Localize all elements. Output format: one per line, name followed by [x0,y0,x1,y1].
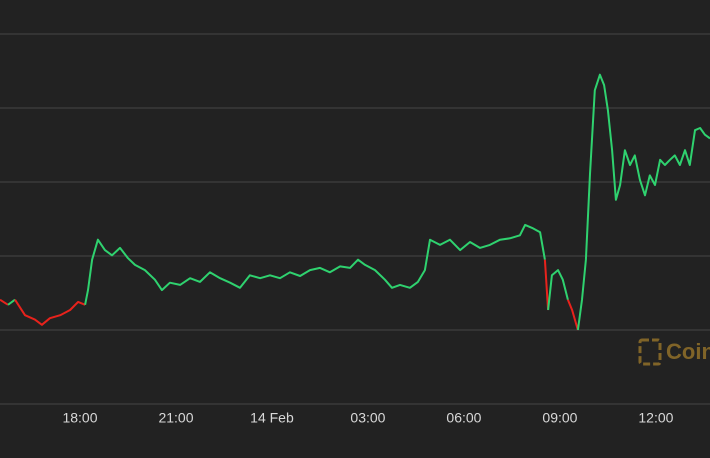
price-line [543,259,550,311]
x-tick-label: 09:00 [542,410,577,426]
x-tick-label: 21:00 [158,410,193,426]
price-line [0,298,9,306]
price-line [566,299,579,331]
x-tick-label: 03:00 [350,410,385,426]
price-line [547,269,569,311]
x-tick-label: 18:00 [62,410,97,426]
x-tick-label: 14 Feb [250,410,294,426]
price-line [14,299,86,326]
watermark-text: Coin [666,339,710,364]
watermark-icon [638,338,662,366]
price-line [576,73,710,331]
plot: 18:00 21:00 14 Feb 03:00 06:00 09:00 12:00 [0,33,710,426]
watermark: Coin [638,338,710,366]
price-line [84,223,546,305]
price-line [7,298,16,306]
x-tick-label: 06:00 [446,410,481,426]
x-tick-label: 12:00 [638,410,673,426]
